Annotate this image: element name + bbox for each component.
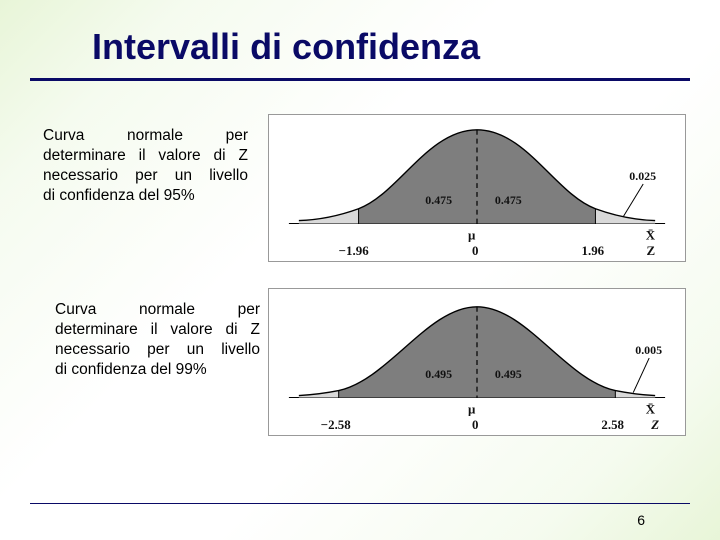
title-underline bbox=[30, 78, 690, 81]
tick-mu: μ bbox=[468, 228, 476, 242]
tail-right bbox=[595, 209, 655, 224]
tick-zero: 0 bbox=[472, 418, 478, 432]
tick-zero: 0 bbox=[472, 244, 478, 258]
row-xbar: X̄ bbox=[646, 228, 656, 242]
normal-curve-95: 0.475 0.475 0.025 μ X̄ −1.96 0 1.96 Z bbox=[268, 114, 686, 262]
caption-95: Curva normale per determinare il valore … bbox=[43, 126, 248, 207]
area-left-label: 0.475 bbox=[425, 193, 452, 207]
page-title: Intervalli di confidenza bbox=[92, 26, 480, 68]
tail-label: 0.005 bbox=[635, 343, 662, 357]
row-z: Z bbox=[647, 244, 656, 258]
tick-mu: μ bbox=[468, 402, 476, 416]
normal-curve-99: 0.495 0.495 0.005 μ X̄ −2.58 0 2.58 Z bbox=[268, 288, 686, 436]
area-right-label: 0.495 bbox=[495, 367, 522, 381]
tick-neg: −1.96 bbox=[339, 244, 370, 258]
tail-label: 0.025 bbox=[629, 169, 656, 183]
tail-left bbox=[299, 209, 359, 224]
caption-99: Curva normale per determinare il valore … bbox=[55, 300, 260, 381]
page-number: 6 bbox=[637, 512, 645, 528]
tick-pos: 1.96 bbox=[581, 244, 604, 258]
tick-pos: 2.58 bbox=[601, 418, 624, 432]
area-left-label: 0.495 bbox=[425, 367, 452, 381]
footer-divider bbox=[30, 503, 690, 504]
tick-neg: −2.58 bbox=[321, 418, 352, 432]
area-right-label: 0.475 bbox=[495, 193, 522, 207]
row-z: Z bbox=[650, 418, 659, 432]
row-xbar: X̄ bbox=[646, 402, 656, 416]
